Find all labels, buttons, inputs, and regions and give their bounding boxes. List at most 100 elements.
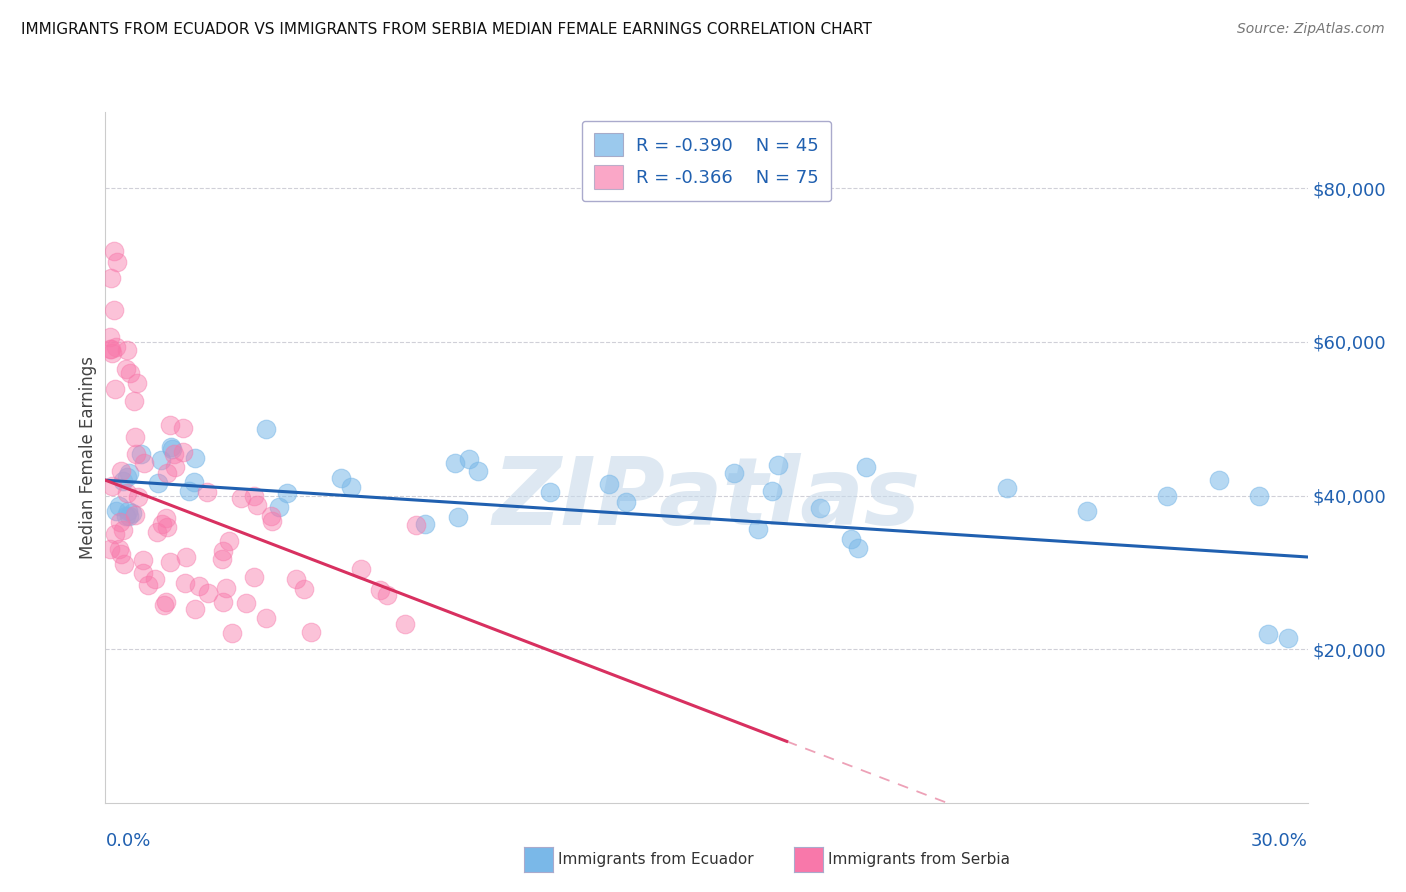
Point <box>163 447 186 461</box>
Point <box>174 549 197 564</box>
Point <box>1257 627 1279 641</box>
Point <box>118 466 141 480</box>
Point <box>855 460 877 475</box>
Point <box>467 464 489 478</box>
Point <box>156 520 179 534</box>
Point <box>125 376 148 390</box>
Point <box>115 470 138 484</box>
Point <box>101 346 124 360</box>
Point <box>260 508 283 523</box>
Point <box>155 594 177 608</box>
Point <box>394 617 416 632</box>
Point <box>100 271 122 285</box>
Point <box>159 418 181 433</box>
Text: Immigrants from Ecuador: Immigrants from Ecuador <box>558 853 754 867</box>
Point <box>101 479 124 493</box>
Point <box>218 534 240 549</box>
Point <box>146 524 169 539</box>
Point <box>1156 489 1178 503</box>
Point <box>156 466 179 480</box>
Point <box>108 516 131 530</box>
Point <box>246 498 269 512</box>
Point <box>350 562 373 576</box>
Point <box>1249 489 1271 503</box>
Point <box>124 508 146 522</box>
Point <box>1277 631 1299 645</box>
Text: IMMIGRANTS FROM ECUADOR VS IMMIGRANTS FROM SERBIA MEDIAN FEMALE EARNINGS CORRELA: IMMIGRANTS FROM ECUADOR VS IMMIGRANTS FR… <box>21 22 872 37</box>
Point <box>115 486 138 500</box>
Y-axis label: Median Female Earnings: Median Female Earnings <box>79 356 97 558</box>
Point <box>214 581 236 595</box>
Point <box>368 582 391 597</box>
Point <box>747 522 769 536</box>
Point <box>212 595 235 609</box>
Point <box>112 523 135 537</box>
Point <box>808 500 831 515</box>
Point <box>117 504 139 518</box>
Point <box>160 442 183 457</box>
Point <box>184 450 207 465</box>
Point <box>1208 473 1230 487</box>
Point <box>538 485 561 500</box>
Point <box>839 533 862 547</box>
Point <box>114 361 136 376</box>
Point <box>242 489 264 503</box>
Point <box>155 510 177 524</box>
Point <box>254 611 277 625</box>
Point <box>766 458 789 472</box>
Point <box>132 566 155 580</box>
Point <box>104 382 127 396</box>
Point <box>267 500 290 514</box>
Point <box>124 430 146 444</box>
Point <box>285 572 308 586</box>
Point <box>254 422 277 436</box>
Point <box>183 475 205 489</box>
Point <box>458 452 481 467</box>
Point <box>110 547 132 561</box>
Point <box>413 517 436 532</box>
Point <box>143 572 166 586</box>
Point <box>111 474 134 488</box>
Point <box>121 507 143 521</box>
Point <box>112 557 135 571</box>
Point <box>723 467 745 481</box>
Point <box>100 330 122 344</box>
Point <box>103 244 125 258</box>
Point <box>98 342 121 356</box>
Point <box>104 527 127 541</box>
Point <box>146 475 169 490</box>
Point <box>299 625 322 640</box>
Point <box>184 602 207 616</box>
Point <box>115 343 138 357</box>
Point <box>110 464 132 478</box>
Point <box>108 500 131 514</box>
Point <box>1076 504 1098 518</box>
Point <box>235 596 257 610</box>
Point <box>124 447 146 461</box>
Point <box>172 421 194 435</box>
Point <box>405 517 427 532</box>
Text: Source: ZipAtlas.com: Source: ZipAtlas.com <box>1237 22 1385 37</box>
Point <box>163 460 186 475</box>
Text: ZIPatlas: ZIPatlas <box>492 452 921 545</box>
Point <box>195 485 218 500</box>
Point <box>995 481 1018 495</box>
Point <box>150 516 173 531</box>
Point <box>243 570 266 584</box>
Point <box>136 578 159 592</box>
Point <box>118 508 141 523</box>
Point <box>292 582 315 596</box>
Point <box>229 491 252 505</box>
Point <box>129 448 152 462</box>
Point <box>375 588 398 602</box>
Text: Immigrants from Serbia: Immigrants from Serbia <box>828 853 1010 867</box>
Point <box>105 504 128 518</box>
Point <box>107 542 129 557</box>
Point <box>444 456 467 470</box>
Point <box>103 302 125 317</box>
Text: 0.0%: 0.0% <box>105 832 150 850</box>
Point <box>122 393 145 408</box>
Point <box>152 598 174 612</box>
Point <box>276 486 298 500</box>
Point <box>211 543 233 558</box>
